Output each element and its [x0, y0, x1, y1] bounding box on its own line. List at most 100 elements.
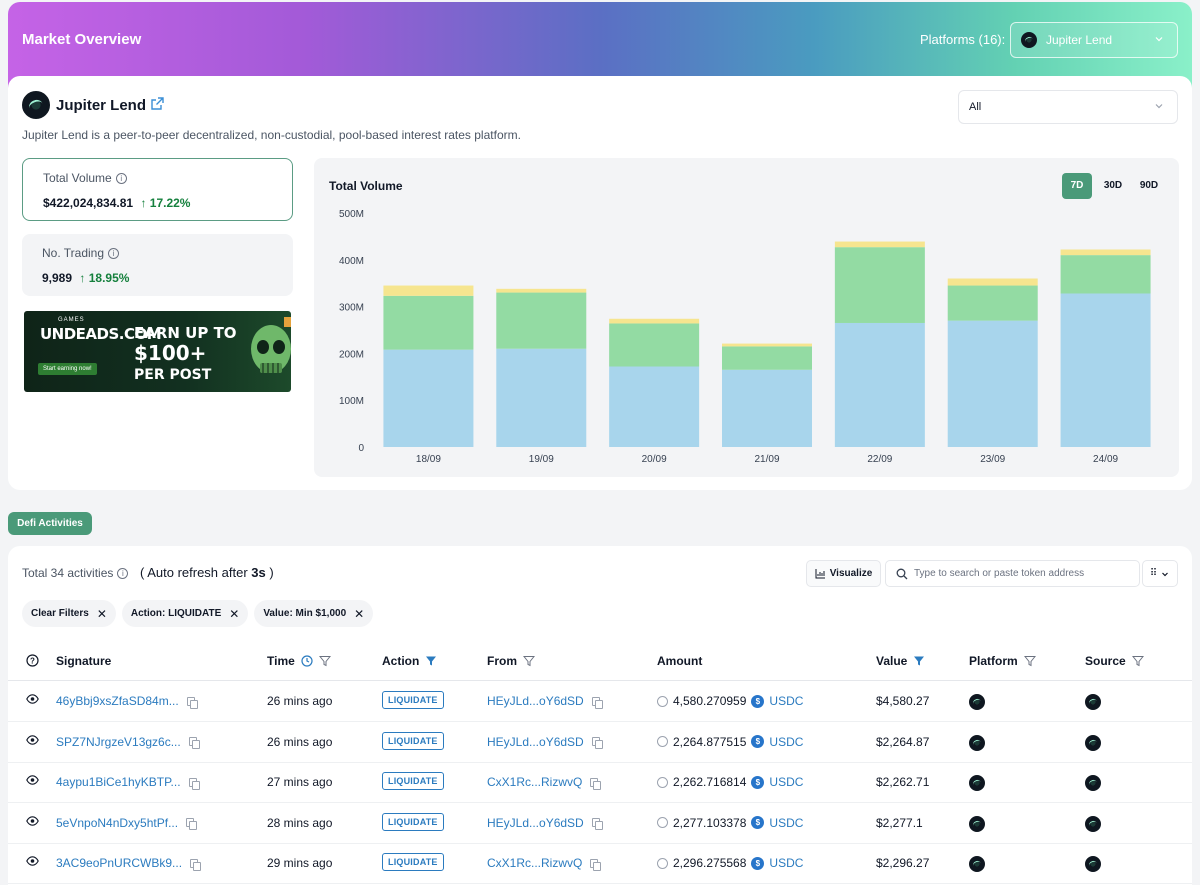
source-logo-icon[interactable] [1085, 734, 1101, 751]
table-row[interactable]: 3AC9eoPnURCWBk9... 29 mins ago LIQUIDATE… [8, 843, 1192, 885]
eye-icon[interactable] [26, 856, 39, 867]
table-row[interactable]: SPZ7NJrgzeV13gz6c... 26 mins ago LIQUIDA… [8, 722, 1192, 763]
from-address-link[interactable]: CxX1Rc...RizwvQ [487, 775, 583, 790]
copy-icon[interactable] [590, 777, 602, 790]
range-7d-button[interactable]: 7D [1062, 173, 1092, 199]
filter-icon[interactable] [318, 655, 331, 667]
range-30d-button[interactable]: 30D [1103, 180, 1123, 191]
signature-link[interactable]: 5eVnpoN4nDxy5htPf... [56, 815, 179, 830]
chart-bar-segment[interactable] [609, 366, 700, 447]
x-tick-label: 18/09 [416, 454, 441, 465]
chart-bar-segment[interactable] [834, 247, 925, 323]
action-filter-chip[interactable]: Action: LIQUIDATE ✕ [121, 600, 249, 627]
filter-icon[interactable] [1131, 655, 1144, 667]
chart-bar-segment[interactable] [383, 285, 474, 296]
eye-icon[interactable] [26, 816, 39, 826]
token-link[interactable]: USDC [769, 815, 804, 830]
platform-logo-icon[interactable] [969, 775, 985, 792]
copy-icon[interactable] [591, 737, 603, 750]
table-row[interactable]: 4aypu1BiCe1hyKBTP... 27 mins ago LIQUIDA… [8, 762, 1192, 804]
copy-icon[interactable] [591, 818, 603, 831]
copy-icon[interactable] [188, 737, 200, 750]
table-row[interactable]: 5eVnpoN4nDxy5htPf... 28 mins ago LIQUIDA… [8, 803, 1192, 844]
close-icon[interactable]: ✕ [354, 606, 365, 621]
visualize-button[interactable]: Visualize [806, 560, 881, 587]
eye-icon[interactable] [26, 694, 39, 704]
total-volume-card[interactable]: Total Volume i $422,024,834.81 ↑ 17.22% [22, 158, 293, 221]
chart-bar-segment[interactable] [609, 318, 700, 324]
col-platform: Platform [969, 654, 1018, 668]
chart-bar-segment[interactable] [496, 292, 587, 349]
chart-bar-segment[interactable] [383, 349, 474, 447]
signature-link[interactable]: 46yBbj9xsZfaSD84m... [56, 694, 179, 708]
col-amount: Amount [657, 654, 703, 668]
source-logo-icon[interactable] [1085, 815, 1101, 832]
no-trading-card[interactable]: No. Trading i 9,989 ↑ 18.95% [22, 234, 293, 296]
filter-active-icon[interactable] [913, 655, 925, 667]
copy-icon[interactable] [188, 777, 200, 790]
eye-icon[interactable] [26, 775, 39, 785]
chart-bar-segment[interactable] [834, 322, 925, 447]
source-logo-icon[interactable] [1085, 694, 1101, 710]
close-icon[interactable]: ✕ [96, 606, 107, 621]
x-tick-label: 24/09 [1093, 454, 1118, 465]
total-volume-label: Total Volume [43, 171, 112, 185]
signature-link[interactable]: 3AC9eoPnURCWBk9... [56, 856, 183, 871]
filter-active-icon[interactable] [425, 655, 437, 667]
copy-icon[interactable] [590, 858, 602, 871]
chart-bar-segment[interactable] [383, 295, 474, 350]
copy-icon[interactable] [186, 818, 198, 831]
search-input[interactable] [914, 568, 1134, 579]
chart-bar-segment[interactable] [947, 278, 1038, 286]
from-address-link[interactable]: HEyJLd...oY6dSD [487, 694, 584, 708]
signature-link[interactable]: 4aypu1BiCe1hyKBTP... [56, 775, 181, 790]
filter-select[interactable]: All [958, 90, 1178, 124]
chart-bar-segment[interactable] [722, 343, 812, 347]
source-logo-icon[interactable] [1085, 856, 1101, 873]
chart-bar-segment[interactable] [609, 323, 700, 367]
table-row[interactable]: 46yBbj9xsZfaSD84m... 26 mins ago LIQUIDA… [8, 681, 1192, 722]
chart-bar-segment[interactable] [496, 348, 587, 447]
clear-filters-chip[interactable]: Clear Filters ✕ [22, 600, 116, 627]
tab-defi-activities[interactable]: Defi Activities [8, 512, 92, 535]
chart-bar-segment[interactable] [1060, 249, 1151, 256]
token-link[interactable]: USDC [769, 775, 804, 790]
chart-bar-segment[interactable] [1060, 293, 1151, 447]
from-address-link[interactable]: HEyJLd...oY6dSD [487, 815, 584, 830]
source-logo-icon[interactable] [1085, 775, 1101, 792]
token-link[interactable]: USDC [769, 856, 804, 871]
copy-icon[interactable] [591, 696, 603, 709]
close-icon[interactable]: ✕ [229, 606, 240, 621]
range-90d-button[interactable]: 90D [1139, 180, 1159, 191]
from-address-link[interactable]: CxX1Rc...RizwvQ [487, 856, 583, 871]
ad-banner[interactable]: GAMES UNDEADS.COM Start earning now! EAR… [24, 311, 291, 392]
chart-bar-segment[interactable] [1060, 255, 1151, 294]
signature-link[interactable]: SPZ7NJrgzeV13gz6c... [56, 734, 181, 749]
filter-icon[interactable] [1023, 655, 1036, 667]
copy-icon[interactable] [186, 696, 198, 709]
chart-bar-segment[interactable] [722, 346, 812, 370]
external-link-icon[interactable] [149, 96, 165, 112]
platform-logo-icon[interactable] [969, 734, 985, 751]
copy-icon[interactable] [190, 858, 202, 871]
token-link[interactable]: USDC [769, 734, 804, 749]
chart-bar-segment[interactable] [496, 288, 587, 293]
platform-select[interactable]: Jupiter Lend [1010, 22, 1178, 58]
platform-logo-icon[interactable] [969, 856, 985, 873]
chart-bar-segment[interactable] [947, 285, 1038, 321]
from-address-link[interactable]: HEyJLd...oY6dSD [487, 734, 584, 749]
platform-logo-icon[interactable] [969, 815, 985, 832]
token-link[interactable]: USDC [769, 694, 804, 708]
eye-icon[interactable] [26, 734, 39, 745]
clock-icon[interactable] [301, 655, 313, 667]
filter-icon[interactable] [523, 655, 535, 667]
value-filter-chip[interactable]: Value: Min $1,000 ✕ [254, 600, 374, 627]
time-cell: 29 mins ago [267, 856, 333, 871]
columns-menu-button[interactable]: ⠿ [1142, 560, 1178, 587]
banner-games-text: GAMES [58, 317, 85, 323]
chart-bar-segment[interactable] [947, 320, 1038, 447]
chart-bar-segment[interactable] [722, 369, 812, 447]
chart-bar-segment[interactable] [834, 241, 925, 248]
platform-logo-icon[interactable] [969, 694, 985, 710]
svg-text:?: ? [30, 656, 35, 665]
